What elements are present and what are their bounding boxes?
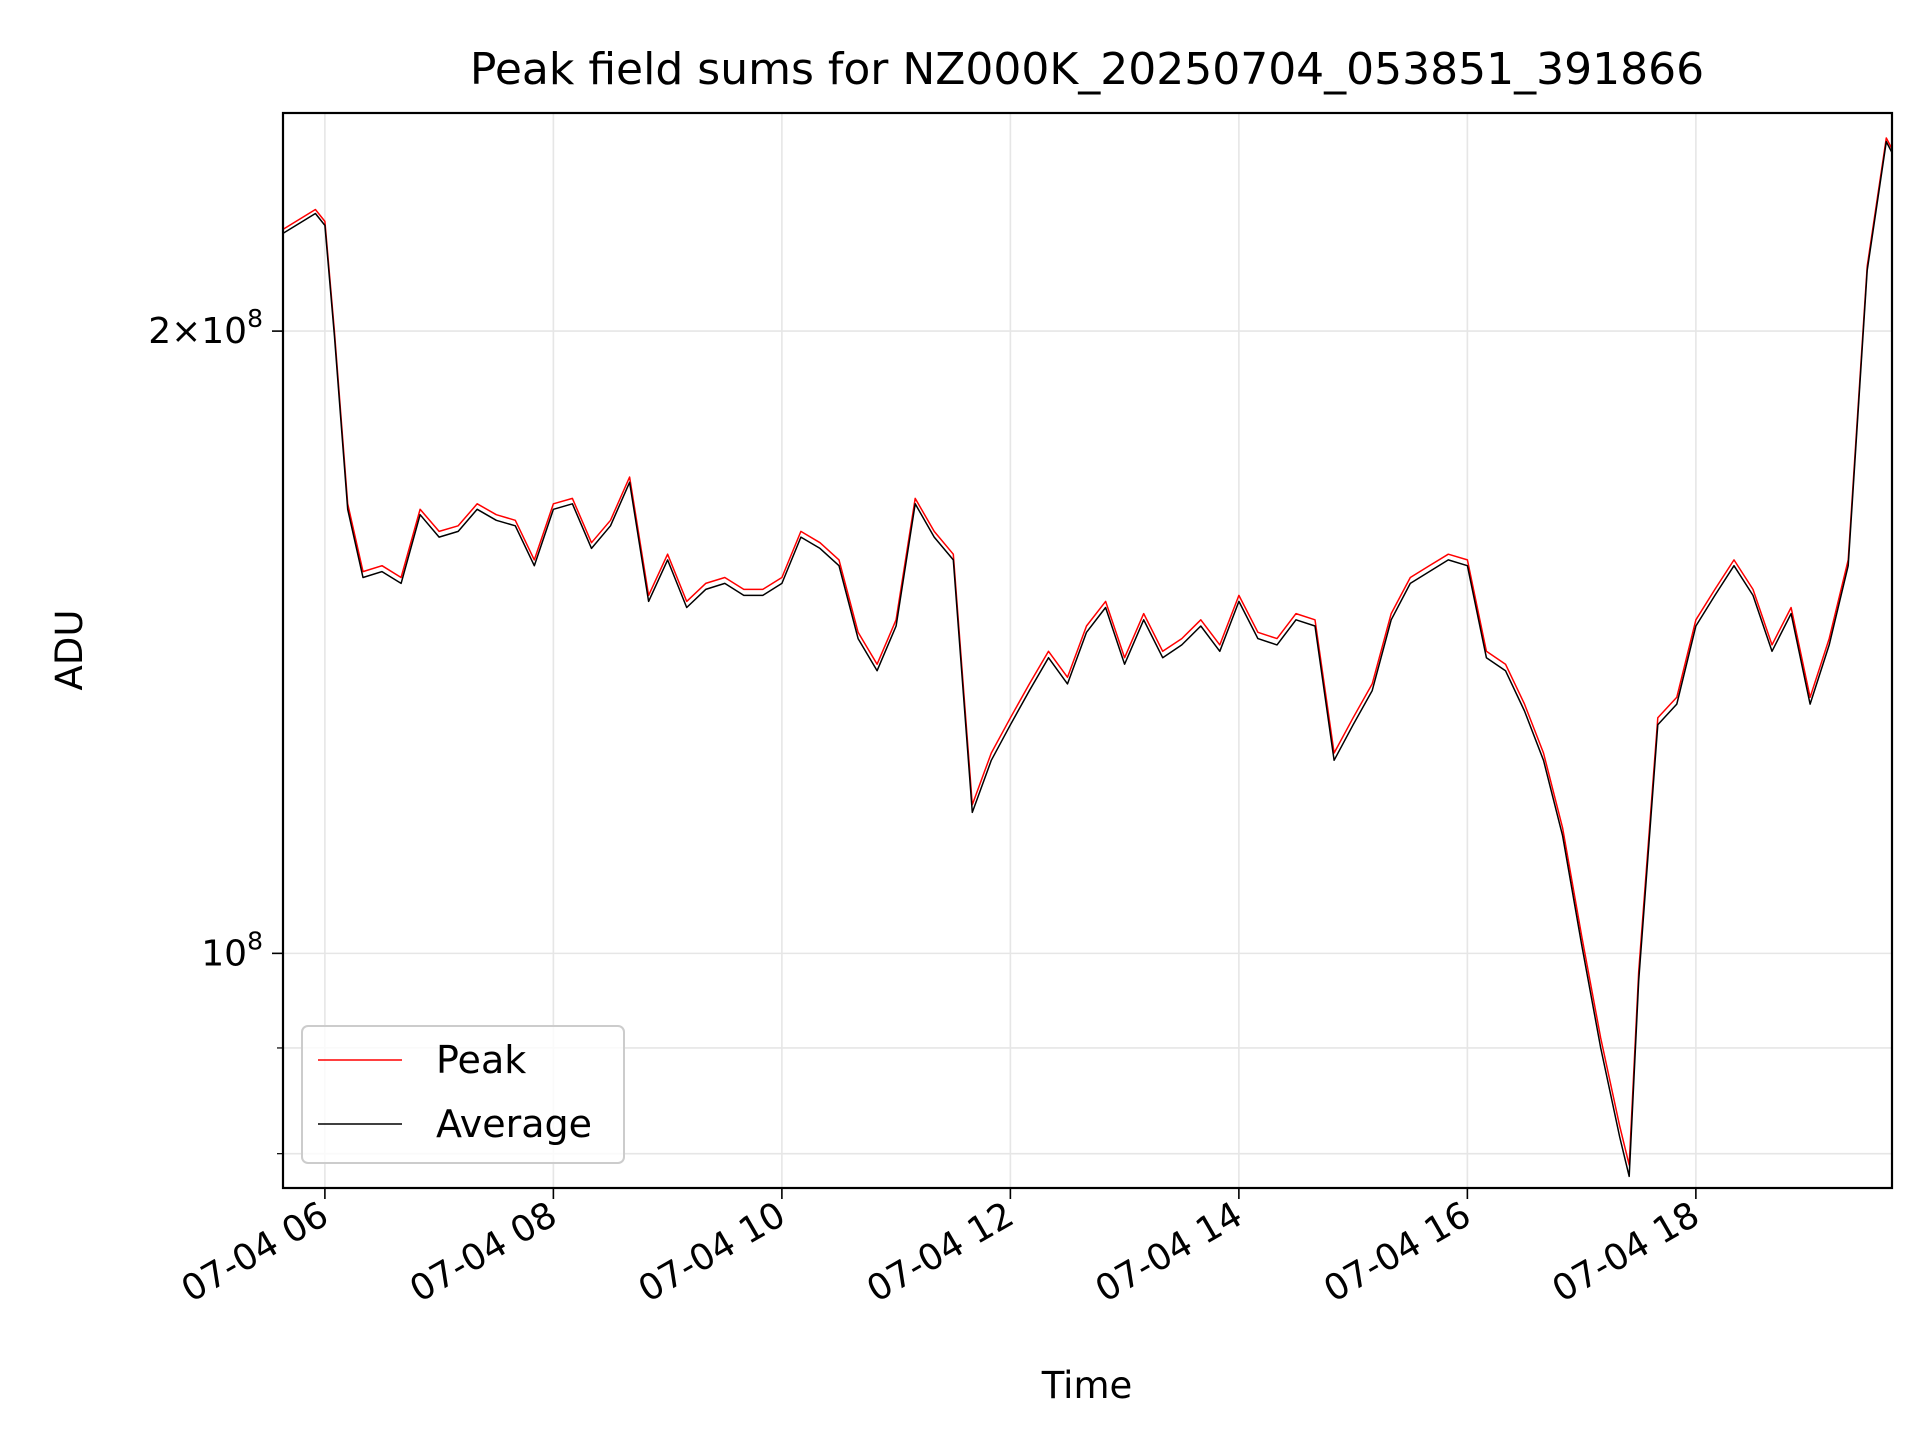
x-axis-label: Time [1041, 1364, 1133, 1407]
series-group [283, 137, 1892, 1178]
y-tick-base: 2×10 [148, 311, 247, 352]
y-tick-exponent: 8 [247, 304, 263, 333]
y-tick-exponent: 8 [247, 926, 263, 955]
series-average-line [283, 140, 1892, 1178]
plot-frame [281, 111, 1894, 1190]
chart-title: Peak field sums for NZ000K_20250704_0538… [470, 44, 1704, 95]
y-tick-label: 2×108 [148, 304, 263, 352]
y-axis-label: ADU [48, 610, 91, 691]
legend-label-average: Average [436, 1102, 592, 1146]
legend: Peak Average [301, 1025, 625, 1164]
y-tick-label: 108 [201, 926, 263, 974]
legend-label-peak: Peak [436, 1038, 526, 1082]
y-tick-base: 10 [201, 933, 247, 974]
